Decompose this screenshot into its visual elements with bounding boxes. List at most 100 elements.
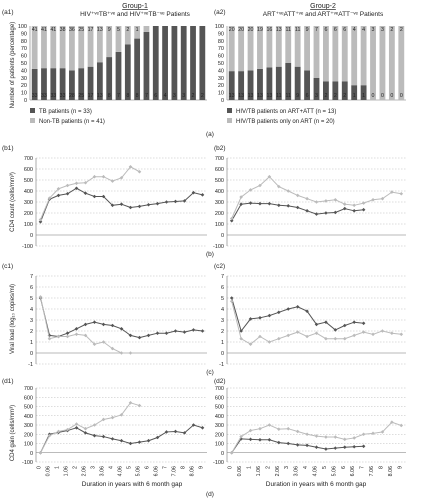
data-point <box>267 438 272 442</box>
data-point <box>390 420 394 425</box>
bar-label-top: 2 <box>400 27 403 33</box>
data-point <box>399 191 404 196</box>
data-point <box>324 435 328 439</box>
bar-dark <box>228 71 235 100</box>
data-point <box>229 296 234 300</box>
data-point <box>258 201 262 206</box>
data-point <box>47 336 52 341</box>
panel-label-c: (c) <box>206 369 214 376</box>
x-tick-label: 8.06 <box>388 466 394 476</box>
data-point <box>248 188 253 192</box>
data-point <box>182 199 187 203</box>
data-point <box>74 181 79 186</box>
data-point <box>83 333 88 338</box>
data-point <box>342 323 347 328</box>
data-point <box>137 403 142 408</box>
bar-dark <box>59 68 66 100</box>
data-point <box>305 334 309 339</box>
data-point <box>83 191 88 195</box>
data-point <box>324 320 328 324</box>
data-point <box>239 329 243 333</box>
bar-label-bottom: 13 <box>229 93 235 99</box>
bar-label-bottom: 25 <box>78 93 84 99</box>
bar-label-bottom: 0 <box>400 93 403 99</box>
chart-b1: -100 0 100 200 300 400 500 600 700 <box>22 156 207 250</box>
legend-label-att: HIV/TB patients on ART+ATT (n = 13) <box>236 109 336 115</box>
bar-dark <box>360 85 367 100</box>
y-tick-label: 100 <box>24 442 33 448</box>
data-point <box>74 327 79 331</box>
data-point <box>295 205 300 210</box>
data-point <box>371 198 375 202</box>
x-tick-label: 4 <box>303 466 309 469</box>
bar-label-top: 7 <box>315 27 318 33</box>
bar-dark <box>190 26 196 100</box>
y-tick-label: -100 <box>22 244 33 250</box>
y-tick-label: 0 <box>221 233 224 239</box>
bar-label-bottom: 3 <box>315 93 318 99</box>
bar-label-top: 16 <box>266 27 272 33</box>
bar-label-bottom: 6 <box>306 93 309 99</box>
bar-light <box>370 26 376 100</box>
chart-a2: 0102030405060708090100201320132013191316… <box>215 24 406 104</box>
data-point <box>286 307 291 311</box>
y-tick-label: 200 <box>215 432 224 438</box>
data-point <box>119 413 124 417</box>
data-point <box>352 320 356 324</box>
bar-dark <box>257 68 263 100</box>
x-tick-label: 3 <box>284 466 290 469</box>
panel-label-b2: (b2) <box>214 145 226 152</box>
data-point <box>239 202 243 206</box>
data-point <box>119 438 124 443</box>
data-point <box>305 209 309 213</box>
bar-label-top: 3 <box>381 27 384 33</box>
bar-label-bottom: 3 <box>182 93 185 99</box>
data-point <box>361 432 366 437</box>
data-point <box>248 317 253 321</box>
data-point <box>74 425 79 430</box>
bar-dark <box>31 68 38 100</box>
x-tick-label: 1.06 <box>64 466 70 476</box>
bar-label-bottom: 9 <box>296 93 299 99</box>
data-point <box>137 335 142 340</box>
y-tick-label: 500 <box>24 405 33 411</box>
data-point <box>56 429 61 434</box>
y-tick-label: 20 <box>218 83 224 89</box>
bar-label-bottom: 0 <box>381 93 384 99</box>
data-point <box>101 322 106 327</box>
series-line-light <box>40 402 140 453</box>
data-point <box>110 437 115 441</box>
bar-dark <box>247 70 254 100</box>
data-point <box>164 331 169 335</box>
x-tick-label: 0 <box>228 466 234 469</box>
legend-swatch-att <box>227 108 232 113</box>
data-point <box>110 179 115 183</box>
bar-dark <box>134 38 141 100</box>
bar-label-bottom: 8 <box>136 93 139 99</box>
y-tick-label: 300 <box>215 200 224 206</box>
bar-label-bottom: 8 <box>126 93 129 99</box>
data-point <box>342 202 347 206</box>
data-point <box>295 429 300 434</box>
bar-light <box>257 26 263 69</box>
plot-area: 0102030405060708090100413341334133383336… <box>18 24 406 476</box>
y-tick-label: 600 <box>24 395 33 401</box>
x-tick-label: 2.06 <box>82 466 88 476</box>
data-point <box>277 336 281 341</box>
y-tick-label: 2 <box>30 329 33 335</box>
bar-dark <box>313 77 320 100</box>
bar-light <box>341 26 348 82</box>
panel-label-c1: (c1) <box>2 263 13 270</box>
data-point <box>267 423 272 427</box>
series-line-dark <box>40 424 203 453</box>
ylabel-percentage: Number of patients (percentage) <box>10 22 16 108</box>
bar-label-top: 5 <box>117 27 120 33</box>
x-tick-label: 7 <box>360 466 366 469</box>
y-tick-label: 10 <box>21 91 27 97</box>
bar-label-top: 36 <box>69 27 75 33</box>
bar-label-top: 41 <box>41 27 47 33</box>
chart-c2: -1 0 1 2 3 4 5 6 7 <box>219 274 406 368</box>
data-point <box>74 422 79 426</box>
bar-dark <box>124 44 131 100</box>
y-tick-label: 10 <box>218 91 224 97</box>
